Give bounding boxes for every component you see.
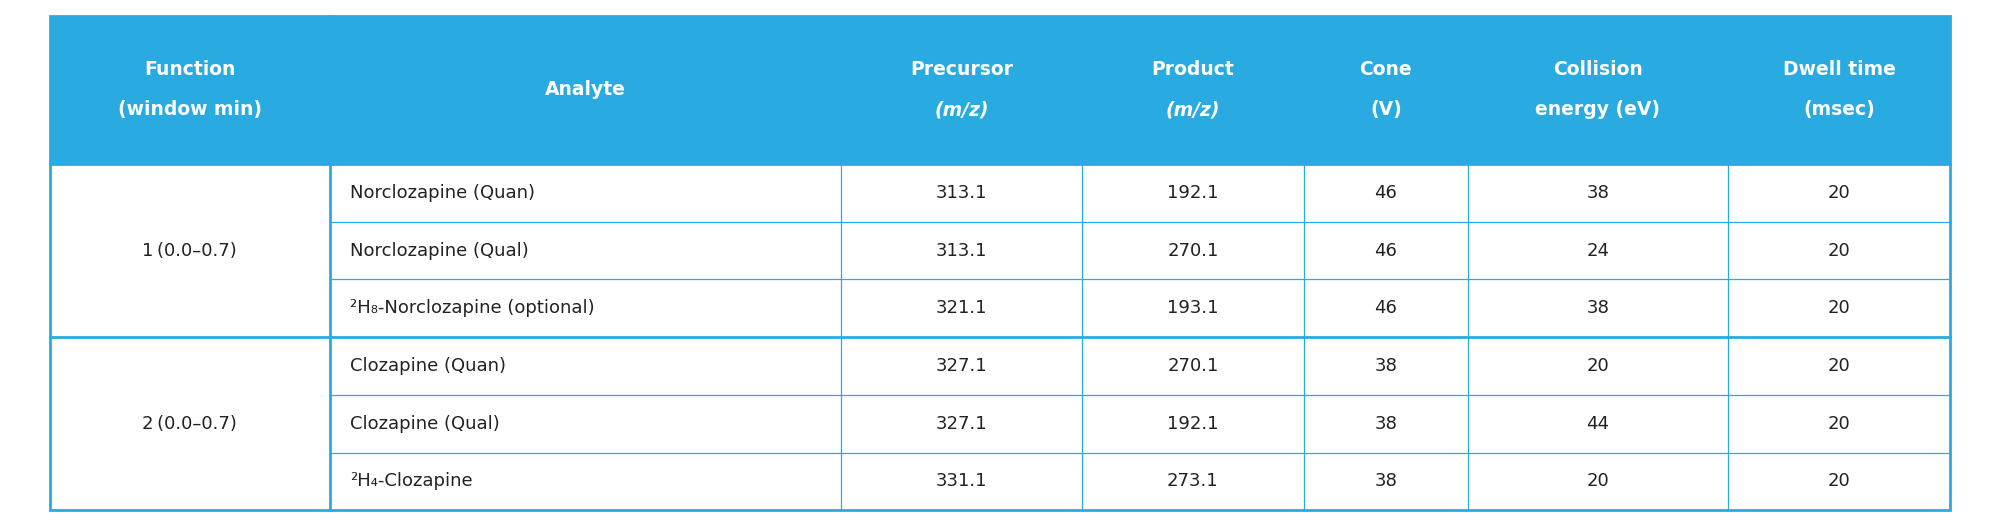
Text: energy (eV): energy (eV) [1536, 100, 1660, 119]
Text: (m/z): (m/z) [1166, 100, 1220, 119]
Text: 20: 20 [1828, 241, 1850, 260]
Text: 327.1: 327.1 [936, 357, 988, 375]
Text: 192.1: 192.1 [1168, 184, 1218, 202]
Text: 38: 38 [1374, 472, 1398, 490]
Text: 24: 24 [1586, 241, 1610, 260]
Text: 46: 46 [1374, 184, 1398, 202]
Text: (V): (V) [1370, 100, 1402, 119]
Text: 44: 44 [1586, 414, 1610, 433]
Text: Function: Function [144, 60, 236, 79]
Text: 38: 38 [1586, 299, 1610, 317]
Text: 20: 20 [1586, 357, 1610, 375]
Bar [50, 337, 1950, 395]
Text: Product: Product [1152, 60, 1234, 79]
Text: 331.1: 331.1 [936, 472, 988, 490]
Text: 327.1: 327.1 [936, 414, 988, 433]
Text: 270.1: 270.1 [1168, 357, 1218, 375]
Text: 38: 38 [1586, 184, 1610, 202]
Text: Clozapine (Qual): Clozapine (Qual) [350, 414, 500, 433]
Text: Analyte: Analyte [544, 80, 626, 99]
Text: 192.1: 192.1 [1168, 414, 1218, 433]
Text: Collision: Collision [1554, 60, 1642, 79]
Text: 193.1: 193.1 [1168, 299, 1218, 317]
Text: Dwell time: Dwell time [1782, 60, 1896, 79]
Text: ²H₈-Norclozapine (optional): ²H₈-Norclozapine (optional) [350, 299, 594, 317]
Text: 20: 20 [1828, 472, 1850, 490]
Text: 46: 46 [1374, 241, 1398, 260]
Text: Clozapine (Quan): Clozapine (Quan) [350, 357, 506, 375]
Bar [50, 164, 1950, 222]
Text: 2 (0.0–0.7): 2 (0.0–0.7) [142, 414, 238, 433]
Bar [50, 395, 1950, 452]
Bar [50, 452, 1950, 510]
Text: (m/z): (m/z) [934, 100, 988, 119]
Text: Norclozapine (Quan): Norclozapine (Quan) [350, 184, 534, 202]
Text: Precursor: Precursor [910, 60, 1012, 79]
Text: 38: 38 [1374, 414, 1398, 433]
Text: 20: 20 [1828, 299, 1850, 317]
Text: 273.1: 273.1 [1168, 472, 1218, 490]
Text: ²H₄-Clozapine: ²H₄-Clozapine [350, 472, 472, 490]
Text: Norclozapine (Qual): Norclozapine (Qual) [350, 241, 528, 260]
Text: 321.1: 321.1 [936, 299, 988, 317]
Text: 20: 20 [1828, 357, 1850, 375]
Text: 20: 20 [1586, 472, 1610, 490]
Text: (msec): (msec) [1804, 100, 1874, 119]
Text: 313.1: 313.1 [936, 184, 988, 202]
Bar [50, 16, 1950, 164]
Text: Cone: Cone [1360, 60, 1412, 79]
Text: 270.1: 270.1 [1168, 241, 1218, 260]
Text: 38: 38 [1374, 357, 1398, 375]
Text: 313.1: 313.1 [936, 241, 988, 260]
Text: 1 (0.0–0.7): 1 (0.0–0.7) [142, 241, 238, 260]
Bar [50, 222, 1950, 279]
Text: 20: 20 [1828, 414, 1850, 433]
Bar [50, 279, 1950, 337]
Text: 46: 46 [1374, 299, 1398, 317]
Text: (window min): (window min) [118, 100, 262, 119]
Text: 20: 20 [1828, 184, 1850, 202]
